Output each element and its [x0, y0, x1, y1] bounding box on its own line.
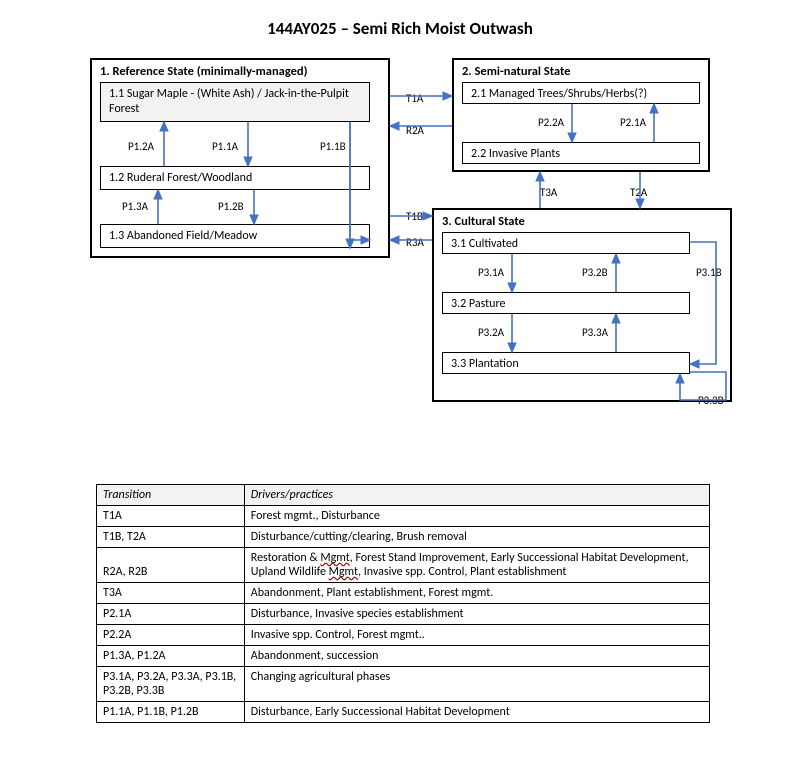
- transition-label-T1A: T1A: [406, 92, 423, 105]
- state-3-title: 3. Cultural State: [434, 210, 730, 231]
- pathway-label-P1.1A: P1.1A: [212, 140, 238, 153]
- pathway-label-P2.2A: P2.2A: [538, 116, 564, 129]
- phase-2.2: 2.2 Invasive Plants: [462, 142, 700, 164]
- pathway-label-P3.2B: P3.2B: [582, 266, 608, 279]
- transition-cell: R2A, R2B: [97, 548, 245, 583]
- drivers-cell: Disturbance/cutting/clearing, Brush remo…: [244, 527, 709, 548]
- drivers-cell: Invasive spp. Control, Forest mgmt..: [244, 625, 709, 646]
- drivers-cell: Restoration & Mgmt, Forest Stand Improve…: [244, 548, 709, 583]
- drivers-cell: Disturbance, Early Successional Habitat …: [244, 702, 709, 723]
- phase-3.1: 3.1 Cultivated: [442, 232, 690, 254]
- pathway-label-P3.1A: P3.1A: [478, 266, 504, 279]
- state-2-title: 2. Semi-natural State: [454, 60, 708, 81]
- transition-cell: P1.1A, P1.1B, P1.2B: [97, 702, 245, 723]
- page-title: 144AY025 – Semi Rich Moist Outwash: [0, 18, 800, 39]
- pathway-label-P3.3B: P3.3B: [698, 394, 724, 407]
- phase-1.2: 1.2 Ruderal Forest/Woodland: [100, 166, 370, 190]
- table-row: R2A, R2BRestoration & Mgmt, Forest Stand…: [97, 548, 710, 583]
- transition-cell: P2.1A: [97, 604, 245, 625]
- phase-3.2: 3.2 Pasture: [442, 292, 690, 314]
- drivers-cell: Abandonment, Plant establishment, Forest…: [244, 583, 709, 604]
- transition-cell: P1.3A, P1.2A: [97, 646, 245, 667]
- table-row: P3.1A, P3.2A, P3.3A, P3.1B, P3.2B, P3.3B…: [97, 667, 710, 702]
- phase-1.1: 1.1 Sugar Maple - (White Ash) / Jack-in-…: [100, 82, 370, 122]
- pathway-label-P1.3A: P1.3A: [122, 200, 148, 213]
- pathway-label-P1.2B: P1.2B: [218, 200, 244, 213]
- transition-cell: T3A: [97, 583, 245, 604]
- pathway-label-P3.3A: P3.3A: [582, 326, 608, 339]
- transition-cell: T1B, T2A: [97, 527, 245, 548]
- transition-label-R2A: R2A: [406, 124, 424, 137]
- table-row: P1.3A, P1.2AAbandonment, succession: [97, 646, 710, 667]
- drivers-cell: Changing agricultural phases: [244, 667, 709, 702]
- transition-cell: P2.2A: [97, 625, 245, 646]
- table-header: Transition: [97, 485, 245, 506]
- transition-label-T1B: T1B: [406, 210, 423, 223]
- drivers-cell: Abandonment, succession: [244, 646, 709, 667]
- pathway-label-P2.1A: P2.1A: [620, 116, 646, 129]
- table-row: P1.1A, P1.1B, P1.2BDisturbance, Early Su…: [97, 702, 710, 723]
- pathway-label-P3.2A: P3.2A: [478, 326, 504, 339]
- pathway-label-P1.1B: P1.1B: [320, 140, 346, 153]
- phase-3.3: 3.3 Plantation: [442, 352, 690, 374]
- transitions-table: TransitionDrivers/practicesT1AForest mgm…: [96, 484, 710, 723]
- table-row: P2.2AInvasive spp. Control, Forest mgmt.…: [97, 625, 710, 646]
- pathway-label-P3.1B: P3.1B: [696, 266, 722, 279]
- transition-cell: P3.1A, P3.2A, P3.3A, P3.1B, P3.2B, P3.3B: [97, 667, 245, 702]
- phase-2.1: 2.1 Managed Trees/Shrubs/Herbs(?): [462, 82, 700, 104]
- transition-label-T3A: T3A: [540, 186, 557, 199]
- pathway-label-P1.2A: P1.2A: [128, 140, 154, 153]
- transition-label-R3A: R3A: [406, 236, 424, 249]
- phase-1.3: 1.3 Abandoned Field/Meadow: [100, 224, 370, 248]
- drivers-cell: Forest mgmt., Disturbance: [244, 506, 709, 527]
- state-1-title: 1. Reference State (minimally-managed): [92, 60, 388, 81]
- transition-label-T2A: T2A: [630, 186, 647, 199]
- table-row: T3AAbandonment, Plant establishment, For…: [97, 583, 710, 604]
- transition-cell: T1A: [97, 506, 245, 527]
- table-row: T1AForest mgmt., Disturbance: [97, 506, 710, 527]
- drivers-cell: Disturbance, Invasive species establishm…: [244, 604, 709, 625]
- table-header: Drivers/practices: [244, 485, 709, 506]
- table-row: T1B, T2ADisturbance/cutting/clearing, Br…: [97, 527, 710, 548]
- table-row: P2.1ADisturbance, Invasive species estab…: [97, 604, 710, 625]
